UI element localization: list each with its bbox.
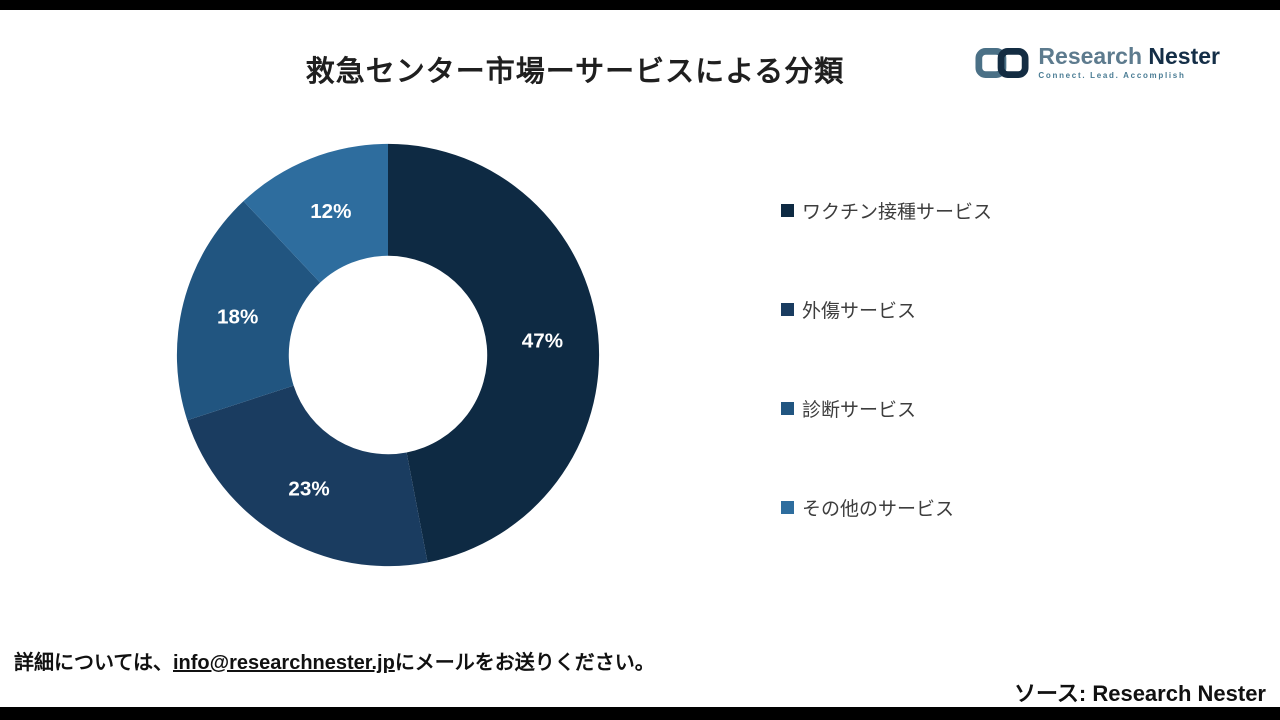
email-link[interactable]: info@researchnester.jp <box>173 652 395 674</box>
source-label: ソース: Research Nester <box>1014 681 1266 706</box>
legend-item: その他のサービス <box>781 494 992 521</box>
slice-data-label: 12% <box>310 200 351 223</box>
slice-data-label: 47% <box>522 330 563 353</box>
pie-slice-3 <box>176 201 321 421</box>
brand-name-research: Research <box>1038 43 1142 69</box>
brand-name: Research Nester <box>1038 44 1220 68</box>
top-border-bar <box>0 0 1280 10</box>
legend-label: 外傷サービス <box>802 301 917 322</box>
page-title: 救急センター市場ーサービスによる分類 <box>305 56 845 88</box>
footer-note: 詳細については、info@researchnester.jpにメールをお送りくだ… <box>14 646 655 675</box>
pie-slice-2 <box>187 385 428 567</box>
slice-data-label: 23% <box>288 478 329 501</box>
footer-note-suffix: にメールをお送りください。 <box>394 652 655 674</box>
legend-swatch <box>781 204 794 217</box>
legend-label: その他のサービス <box>802 499 955 520</box>
footer-note-prefix: 詳細については、 <box>14 652 173 674</box>
brand-name-nester: Nester <box>1148 43 1220 69</box>
research-nester-logo: Research Nester Connect. Lead. Accomplis… <box>975 44 1220 82</box>
bottom-border-bar <box>0 707 1280 720</box>
legend-label: 診断サービス <box>802 400 917 421</box>
chart-legend: ワクチン接種サービス 外傷サービス 診断サービスその他のサービス <box>781 197 992 521</box>
donut-chart: 47% 23% 18% 12% <box>176 143 600 567</box>
legend-item: ワクチン接種サービス <box>781 197 992 224</box>
logo-chain-icon <box>975 48 1029 78</box>
legend-swatch <box>781 501 794 514</box>
pie-slice-1 <box>388 143 600 563</box>
pie-slice-4 <box>243 143 388 283</box>
legend-label: ワクチン接種サービス <box>802 202 993 223</box>
legend-swatch <box>781 303 794 316</box>
legend-swatch <box>781 402 794 415</box>
legend-item: 診断サービス <box>781 395 992 422</box>
brand-text-block: Research Nester Connect. Lead. Accomplis… <box>1038 44 1220 80</box>
brand-tagline: Connect. Lead. Accomplish <box>1038 71 1186 80</box>
slice-data-label: 18% <box>217 306 258 329</box>
legend-item: 外傷サービス <box>781 296 992 323</box>
